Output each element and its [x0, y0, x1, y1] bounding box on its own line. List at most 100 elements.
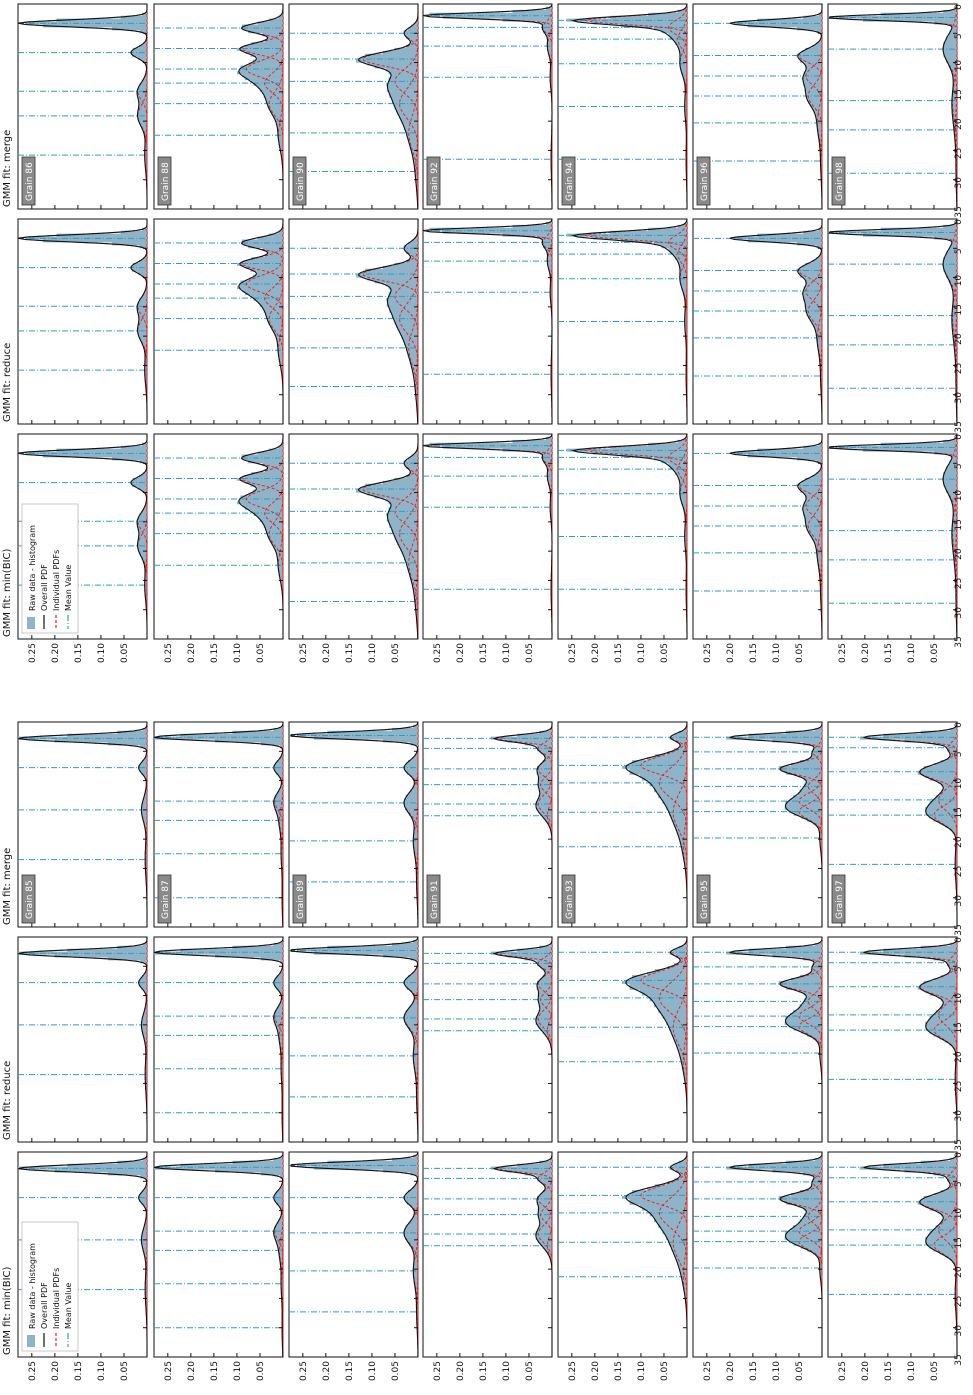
overall-pdf-curve [828, 433, 958, 639]
individual-pdf-curve [399, 219, 419, 424]
overall-pdf-curve [625, 936, 688, 1142]
panel-frame [422, 433, 553, 640]
histogram-area [25, 219, 148, 424]
y-tick-label: 0.20 [726, 1361, 736, 1381]
x-tick-label: 5 [954, 33, 964, 39]
histogram-area [18, 722, 147, 927]
grain-badge [831, 874, 846, 924]
grain-badge [21, 156, 36, 206]
gmm-column-0: GMM fit: min(BIC)0.050.100.150.200.25 0.0… [2, 433, 964, 663]
grain-label: Grain 90 [296, 162, 306, 201]
grain-panel: 0.05 0.10 0.15 0.20 0.25 0 5 10 15 20 25 30 35 [827, 433, 964, 663]
x-tick-label: 10 [954, 490, 964, 502]
x-tick-label: 0 [954, 219, 964, 225]
grain-panel [557, 218, 688, 425]
x-tick-label: 35 [954, 636, 964, 647]
y-tick-label: 0.25 [28, 643, 38, 663]
grain-label: Grain 85 [25, 880, 35, 919]
individual-pdf-curve [807, 219, 823, 424]
panel-frame [692, 936, 823, 1143]
y-tick-label: 0.15 [614, 1361, 624, 1381]
legend-entry: Overall PDF [40, 1282, 49, 1329]
x-tick-label: 0 [954, 4, 964, 10]
grain-panel [422, 218, 553, 425]
overall-pdf-curve [492, 937, 553, 1142]
grain-label: Grain 91 [430, 880, 440, 919]
y-tick-label: 0.20 [187, 643, 197, 663]
grain-panel [692, 936, 823, 1143]
grain-panel: Grain 93 [557, 721, 688, 928]
histogram-area [296, 1152, 418, 1357]
column-title: GMM fit: reduce [2, 1061, 13, 1140]
legend-entry: Raw data - histogram [28, 1243, 37, 1329]
y-tick-label: 0.15 [479, 1361, 489, 1381]
histogram-area [622, 722, 687, 927]
histogram-area [154, 722, 283, 927]
y-tick-label: 0.15 [749, 643, 759, 663]
individual-pdf-curve [954, 434, 958, 639]
x-tick-label: 30 [954, 392, 964, 404]
grain-panel: 0.05 0.10 0.15 0.20 0.25 [422, 1151, 553, 1381]
histogram-area [726, 722, 822, 927]
grain-badge [157, 156, 172, 206]
panel-frame [17, 936, 148, 1143]
y-tick-label: 0.15 [479, 643, 489, 663]
y-tick-label: 0.15 [74, 1361, 84, 1381]
panel-frame [288, 936, 419, 1143]
panel-frame [153, 218, 284, 425]
overall-pdf-curve [238, 434, 284, 639]
grain-label: Grain 93 [565, 880, 575, 919]
x-tick-label: 10 [954, 60, 964, 72]
panel-frame [827, 218, 958, 425]
x-tick-label: 0 [954, 1152, 964, 1158]
grain-badge [696, 874, 711, 924]
x-tick-label: 5 [954, 463, 964, 469]
y-tick-label: 0.15 [74, 643, 84, 663]
grain-panel: Grain 87 [153, 721, 284, 928]
grain-panel: Grain 89 [288, 721, 419, 928]
overall-pdf-curve [17, 434, 148, 639]
grain-panel: Grain 95 [692, 721, 823, 928]
individual-pdf-curve [408, 219, 419, 424]
panel-frame [288, 721, 419, 928]
y-tick-label: 0.15 [345, 1361, 355, 1381]
column-title: GMM fit: min(BIC) [2, 1266, 13, 1355]
y-tick-label: 0.25 [433, 1361, 443, 1381]
y-tick-label: 0.20 [726, 643, 736, 663]
histogram-area [18, 1152, 147, 1357]
panel-frame [17, 3, 148, 210]
panel-frame [422, 218, 553, 425]
y-tick-label: 0.25 [568, 1361, 578, 1381]
panel-frame [153, 1151, 284, 1358]
x-tick-label: 30 [954, 177, 964, 189]
grain-label: Grain 94 [565, 162, 575, 201]
gmm-column-2: GMM fit: merge Grain 86 Grain 88 Grain 90 Gr… [2, 3, 964, 218]
grain-panel: 0.05 0.10 0.15 0.20 0.25 [692, 1151, 823, 1381]
x-tick-label: 10 [954, 275, 964, 287]
x-tick-label: 15 [954, 807, 964, 818]
x-tick-label: 20 [954, 1051, 964, 1063]
y-tick-label: 0.25 [838, 643, 848, 663]
y-tick-label: 0.05 [256, 1361, 266, 1381]
grain-panel [153, 218, 284, 425]
overall-pdf-curve [358, 4, 419, 210]
grain-panel [288, 218, 419, 425]
x-tick-label: 35 [954, 206, 964, 217]
y-tick-label: 0.05 [795, 1361, 805, 1381]
panel-frame [17, 721, 148, 928]
grain-badge [426, 156, 441, 206]
column-title: GMM fit: merge [2, 848, 13, 925]
panel-frame [692, 3, 823, 210]
grain-label: Grain 88 [161, 162, 171, 201]
grain-label: Grain 97 [835, 880, 845, 919]
panel-frame [288, 1151, 419, 1358]
x-tick-label: 0 [954, 722, 964, 728]
overall-pdf-curve [571, 218, 688, 424]
individual-pdf-curve [408, 4, 419, 209]
overall-pdf-curve [290, 721, 419, 927]
individual-pdf-curve [780, 722, 823, 927]
panel-frame [692, 1151, 823, 1358]
x-tick-label: 25 [954, 148, 964, 159]
panel-frame [17, 218, 148, 425]
grain-panel: 0.05 0.10 0.15 0.20 0.25 [692, 433, 823, 663]
